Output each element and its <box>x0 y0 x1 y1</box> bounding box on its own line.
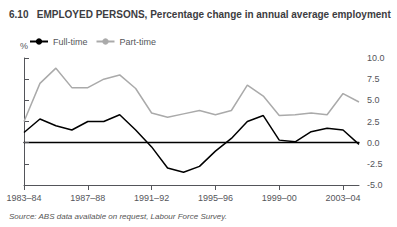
svg-text:2.5: 2.5 <box>367 117 380 127</box>
svg-text:10.0: 10.0 <box>367 53 385 63</box>
svg-text:1999–00: 1999–00 <box>262 193 297 203</box>
svg-text:7.5: 7.5 <box>367 74 380 84</box>
svg-text:1983–84: 1983–84 <box>6 193 41 203</box>
svg-text:-2.5: -2.5 <box>367 159 383 169</box>
svg-text:Source: ABS data available on: Source: ABS data available on request, L… <box>9 212 227 221</box>
svg-text:1987–88: 1987–88 <box>70 193 105 203</box>
svg-text:6.10 EMPLOYED PERSONS, Perce: 6.10 EMPLOYED PERSONS, Percentage change… <box>9 9 391 20</box>
svg-text:5.0: 5.0 <box>367 95 380 105</box>
svg-text:2003–04: 2003–04 <box>326 193 361 203</box>
svg-text:1991–92: 1991–92 <box>134 193 169 203</box>
svg-text:Part-time: Part-time <box>120 37 157 47</box>
svg-text:-5.0: -5.0 <box>367 180 383 190</box>
svg-text:0.0: 0.0 <box>367 138 380 148</box>
svg-text:Full-time: Full-time <box>53 37 88 47</box>
svg-text:%: % <box>20 41 28 51</box>
svg-text:1995–96: 1995–96 <box>198 193 233 203</box>
